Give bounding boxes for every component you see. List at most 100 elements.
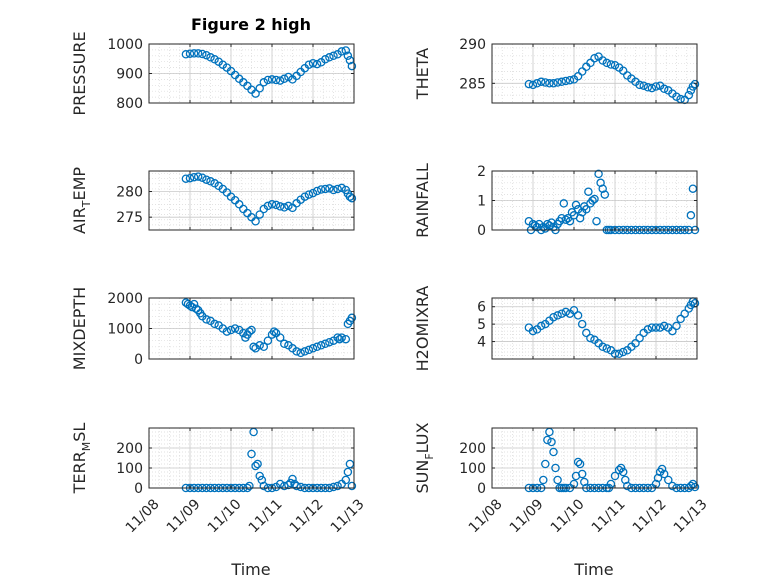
data-point <box>598 184 607 193</box>
data-point <box>325 53 334 62</box>
data-point <box>284 201 293 211</box>
data-point <box>557 77 566 87</box>
data-point <box>321 184 330 194</box>
data-point <box>536 77 546 87</box>
axes-box <box>491 43 698 104</box>
data-point <box>530 221 540 230</box>
y-tick-label: 2 <box>477 164 486 180</box>
y-tick-label: 6 <box>477 300 486 316</box>
data-point <box>596 178 605 188</box>
data-point <box>659 469 669 479</box>
data-point <box>690 79 700 89</box>
data-point <box>267 200 277 209</box>
data-point <box>584 187 593 196</box>
data-point <box>553 475 562 485</box>
y-axis-label: TERRMSL <box>70 423 93 495</box>
panel-theta: 285 290 THETA <box>413 37 700 105</box>
data-point <box>684 90 694 100</box>
data-point <box>341 475 351 485</box>
data-point <box>594 169 603 179</box>
data-point <box>316 185 326 194</box>
y-tick-label: 0 <box>477 223 486 239</box>
data-point <box>639 81 648 90</box>
data-point <box>347 481 357 491</box>
data-point <box>541 78 550 87</box>
data-point <box>592 216 601 226</box>
axes-box <box>148 427 355 489</box>
data-point <box>569 305 579 315</box>
data-point <box>335 334 344 344</box>
data-point <box>557 213 566 223</box>
data-point <box>275 333 285 342</box>
data-point <box>610 60 620 70</box>
data-point <box>551 463 560 473</box>
panel-rainfall: 0 1 2 RAINFALL <box>413 163 700 239</box>
data-point <box>193 172 203 181</box>
y-tick-label: 800 <box>116 96 143 112</box>
y-label-subscript: T <box>80 200 93 208</box>
data-point <box>251 89 260 98</box>
data-point <box>255 210 264 219</box>
data-point <box>547 437 556 447</box>
data-point <box>590 53 599 63</box>
data-point <box>657 464 667 474</box>
data-point <box>557 309 566 318</box>
data-point <box>337 47 346 56</box>
y-tick-label: 0 <box>134 352 143 368</box>
data-point <box>600 190 610 199</box>
data-point <box>275 76 285 85</box>
data-point <box>618 347 628 357</box>
y-label-main: RAINFALL <box>413 163 432 238</box>
data-point <box>651 323 661 332</box>
panel-pressure: 800 900 1000 PRESSURE <box>70 31 357 116</box>
data-point <box>651 82 661 91</box>
y-tick-label: 200 <box>116 441 143 457</box>
data-point <box>676 314 685 324</box>
data-point <box>189 299 199 309</box>
data-point <box>643 83 653 92</box>
data-point <box>269 327 279 336</box>
y-tick-label: 200 <box>459 441 486 457</box>
data-point <box>341 334 351 344</box>
data-point <box>189 172 199 182</box>
y-axis-label: SUNFLUX <box>413 422 436 493</box>
data-point <box>329 482 338 492</box>
data-point <box>181 174 191 183</box>
data-point <box>193 49 203 58</box>
data-point <box>598 56 607 65</box>
data-point <box>245 481 254 491</box>
data-point <box>329 185 338 195</box>
data-point <box>532 79 542 88</box>
data-point <box>573 457 583 467</box>
y-tick-label: 275 <box>116 210 143 226</box>
data-point <box>226 325 236 335</box>
y-tick-label: 5 <box>477 317 486 333</box>
panel-h2o-mixing-ratio: 4 56 H2OMIXRA <box>413 286 700 372</box>
data-point <box>561 76 571 86</box>
panel-mixdepth: 0 1000 2000 MIXDEPTH <box>70 287 357 370</box>
data-point <box>598 342 607 352</box>
data-point <box>575 213 585 223</box>
panel-air-temp: 275 280 AIRTEMP <box>70 167 357 234</box>
data-point <box>300 192 310 201</box>
data-point <box>343 467 353 477</box>
data-point <box>545 79 554 88</box>
y-tick-label: 100 <box>116 461 143 477</box>
data-point <box>255 341 264 350</box>
y-axis-label: H2OMIXRA <box>413 286 432 372</box>
data-point <box>347 313 357 323</box>
y-label-main: AIR <box>70 207 89 234</box>
data-point <box>672 92 681 101</box>
data-point <box>347 193 357 203</box>
data-point <box>251 461 260 471</box>
data-point <box>577 319 587 329</box>
y-tick-label: 900 <box>116 67 143 83</box>
data-point <box>618 66 628 75</box>
data-point <box>292 481 301 491</box>
y-tick-label: 280 <box>116 185 143 201</box>
data-point <box>565 75 575 85</box>
data-point <box>541 459 550 469</box>
data-point <box>659 321 669 331</box>
data-point <box>304 345 314 355</box>
y-label-main: MIXDEPTH <box>70 287 89 370</box>
